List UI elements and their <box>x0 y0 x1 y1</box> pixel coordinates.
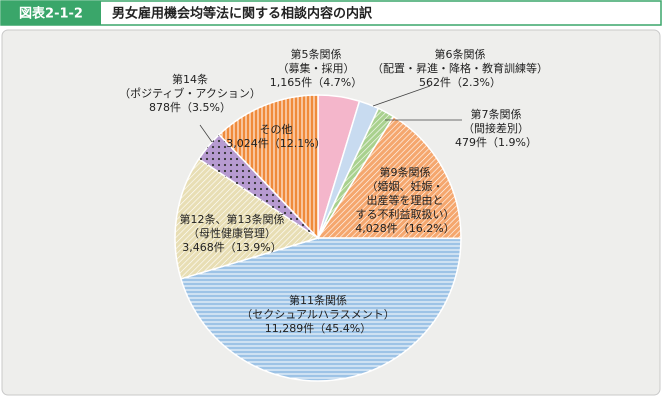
value-label: 4,028件 <box>355 222 398 235</box>
value-line: 3,024件（12.1%） <box>226 137 325 150</box>
category-label: 第7条関係 <box>471 107 522 121</box>
value-line: 479件（1.9%） <box>455 136 537 149</box>
category-note: （間接差別） <box>463 121 529 135</box>
percent-label: （4.7%） <box>312 76 362 89</box>
category-note: （ポジティブ・アクション） <box>119 86 261 100</box>
value-label: 11,289件 <box>265 322 315 335</box>
category-note: （募集・採用） <box>278 61 355 75</box>
value-label: 562件 <box>419 76 451 89</box>
slice-label: 第7条関係（間接差別）479件（1.9%） <box>455 107 537 149</box>
slice-label: 第14条（ポジティブ・アクション）878件（3.5%） <box>119 72 261 114</box>
percent-label: （2.3%） <box>451 76 501 89</box>
category-note: （配置・昇進・降格・教育訓練等） <box>372 61 548 75</box>
percent-label: （16.2%） <box>398 222 455 235</box>
value-label: 3,468件 <box>182 241 225 254</box>
percent-label: （1.9%） <box>487 136 537 149</box>
value-label: 479件 <box>455 136 487 149</box>
slice-label: 第6条関係（配置・昇進・降格・教育訓練等）562件（2.3%） <box>372 47 548 89</box>
value-label: 878件 <box>149 101 181 114</box>
value-line: 1,165件（4.7%） <box>270 76 362 89</box>
category-label: 第5条関係 <box>291 47 342 61</box>
percent-label: （3.5%） <box>181 101 231 114</box>
percent-label: （45.4%） <box>314 322 371 335</box>
percent-label: （12.1%） <box>269 137 326 150</box>
slice-label: 第5条関係（募集・採用）1,165件（4.7%） <box>270 47 362 89</box>
slice-label: 第11条関係（セクシュアルハラスメント）11,289件（45.4%） <box>241 293 394 335</box>
leader-line <box>372 85 431 107</box>
figure-number: 図表2-1-2 <box>19 6 83 22</box>
category-note: （母性健康管理） <box>188 226 276 240</box>
leader-line <box>199 124 213 143</box>
category-note: する不利益取扱い） <box>356 207 455 221</box>
percent-label: （13.9%） <box>225 241 282 254</box>
slice-label: 第9条関係（婚姻、妊娠・出産等を理由とする不利益取扱い）4,028件（16.2%… <box>355 165 454 235</box>
category-label: 第6条関係 <box>435 47 486 61</box>
category-label: 第9条関係 <box>380 165 431 179</box>
figure-badge <box>1 1 101 25</box>
category-label: 第14条 <box>172 72 208 86</box>
category-label: 第11条関係 <box>289 293 347 307</box>
figure-title: 男女雇用機会均等法に関する相談内容の内訳 <box>112 6 373 22</box>
category-label: 第12条、第13条関係 <box>180 212 285 226</box>
slice-label: 第12条、第13条関係（母性健康管理）3,468件（13.9%） <box>180 212 285 254</box>
value-line: 562件（2.3%） <box>419 76 501 89</box>
category-note: 出産等を理由と <box>367 193 444 207</box>
value-line: 3,468件（13.9%） <box>182 241 281 254</box>
category-note: （セクシュアルハラスメント） <box>241 308 394 321</box>
value-line: 878件（3.5%） <box>149 101 231 114</box>
value-label: 3,024件 <box>226 137 269 150</box>
value-label: 1,165件 <box>270 76 313 89</box>
category-note: （婚姻、妊娠・ <box>367 179 444 193</box>
category-label: その他 <box>260 123 293 136</box>
value-line: 4,028件（16.2%） <box>355 222 454 235</box>
value-line: 11,289件（45.4%） <box>265 322 371 335</box>
